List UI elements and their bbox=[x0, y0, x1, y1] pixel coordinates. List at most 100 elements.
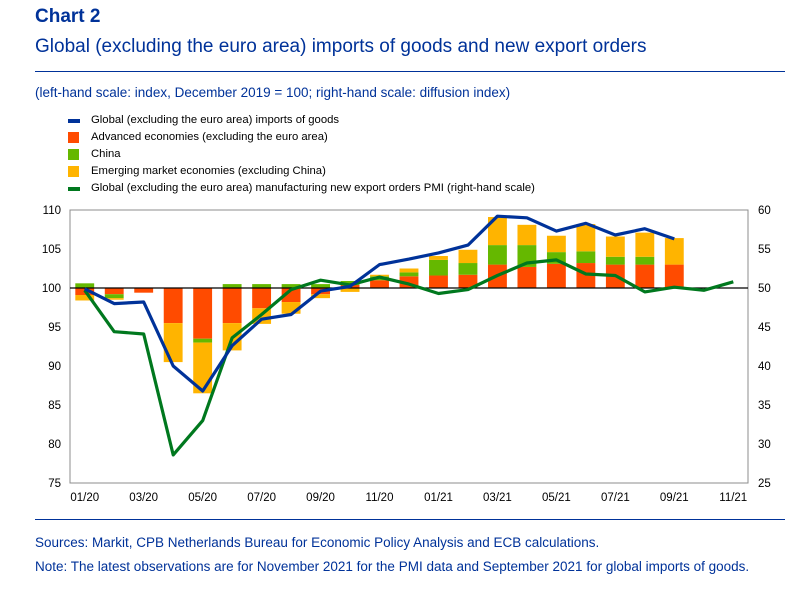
x-axis-tick-label: 11/21 bbox=[719, 492, 747, 504]
bar-advanced bbox=[163, 288, 183, 324]
x-axis-tick-label: 07/21 bbox=[601, 492, 630, 504]
bar-advanced bbox=[664, 264, 684, 288]
left-axis-tick-label: 100 bbox=[42, 283, 61, 295]
legend-item-advanced: Advanced economies (excluding the euro a… bbox=[68, 129, 535, 146]
bar-emerging bbox=[458, 249, 478, 264]
left-axis-tick-label: 110 bbox=[43, 205, 61, 217]
legend-item-global-imports: Global (excluding the euro area) imports… bbox=[68, 112, 535, 129]
title-rule bbox=[35, 71, 785, 72]
sources-note: Sources: Markit, CPB Netherlands Bureau … bbox=[35, 535, 600, 550]
bar-emerging bbox=[399, 268, 419, 273]
bar-china bbox=[340, 280, 360, 285]
left-axis-tick-label: 75 bbox=[48, 478, 61, 490]
legend-square-icon bbox=[68, 132, 79, 143]
legend-line-icon bbox=[68, 186, 80, 191]
bar-china bbox=[399, 272, 419, 277]
line-global-imports bbox=[83, 214, 675, 393]
left-axis-tick-label: 90 bbox=[48, 361, 61, 373]
x-axis-tick-label: 09/21 bbox=[660, 492, 689, 504]
bar-emerging bbox=[429, 256, 448, 260]
bar-emerging bbox=[281, 302, 301, 314]
legend-item-emerging: Emerging market economies (excluding Chi… bbox=[68, 163, 535, 180]
bar-emerging bbox=[340, 288, 360, 292]
bar-china bbox=[193, 338, 213, 343]
left-axis-tick-label: 95 bbox=[48, 322, 61, 334]
bar-advanced bbox=[134, 288, 154, 293]
bar-advanced bbox=[193, 288, 213, 339]
bar-emerging bbox=[664, 238, 684, 265]
right-axis-tick-label: 35 bbox=[758, 400, 771, 412]
bar-china bbox=[311, 284, 330, 288]
bar-advanced bbox=[429, 275, 448, 288]
chart-subtitle: (left-hand scale: index, December 2019 =… bbox=[35, 85, 511, 100]
legend-square-icon bbox=[68, 149, 79, 160]
legend-item-pmi: Global (excluding the euro area) manufac… bbox=[68, 180, 535, 197]
x-axis-tick-label: 09/20 bbox=[306, 492, 335, 504]
x-axis-tick-label: 05/21 bbox=[542, 492, 571, 504]
bar-emerging bbox=[605, 236, 625, 257]
chart-number: Chart 2 bbox=[35, 6, 101, 27]
right-axis-tick-label: 60 bbox=[758, 205, 771, 217]
x-axis-tick-label: 03/21 bbox=[483, 492, 512, 504]
bar-advanced bbox=[635, 264, 655, 288]
bar-emerging bbox=[311, 294, 330, 299]
bar-advanced bbox=[370, 280, 389, 288]
x-axis-tick-label: 01/21 bbox=[424, 492, 453, 504]
x-axis-tick-label: 05/20 bbox=[188, 492, 217, 504]
left-axis-tick-label: 85 bbox=[48, 400, 61, 412]
bar-emerging bbox=[104, 298, 124, 300]
right-axis-tick-label: 30 bbox=[758, 439, 771, 451]
bar-advanced bbox=[399, 276, 419, 288]
right-axis-tick-label: 55 bbox=[758, 244, 771, 256]
bar-emerging bbox=[517, 224, 537, 246]
left-axis-tick-label: 80 bbox=[48, 439, 61, 451]
bar-china bbox=[75, 283, 95, 288]
line-pmi-new-export-orders bbox=[83, 258, 734, 457]
legend-square-icon bbox=[68, 166, 79, 177]
bar-china bbox=[546, 252, 566, 264]
footer-rule bbox=[35, 519, 785, 520]
bar-china bbox=[222, 284, 242, 288]
bar-advanced bbox=[104, 288, 124, 295]
bar-china bbox=[281, 284, 301, 288]
bar-china bbox=[458, 263, 478, 275]
bar-china bbox=[429, 259, 448, 276]
x-axis-tick-label: 01/20 bbox=[70, 492, 99, 504]
bar-emerging bbox=[635, 232, 655, 257]
legend: Global (excluding the euro area) imports… bbox=[68, 112, 535, 197]
bar-emerging bbox=[488, 217, 507, 246]
footnote: Note: The latest observations are for No… bbox=[35, 559, 750, 574]
legend-label: Global (excluding the euro area) imports… bbox=[91, 114, 340, 126]
bar-emerging bbox=[75, 295, 95, 301]
bar-emerging bbox=[193, 342, 213, 394]
bar-advanced bbox=[252, 288, 272, 309]
right-axis-tick-label: 45 bbox=[758, 322, 771, 334]
chart-plot: 110 105 100 95 90 85 80 75 60 55 50 45 40 35 30 25 01/20… bbox=[42, 205, 771, 504]
legend-item-china: China bbox=[68, 146, 535, 163]
legend-label: Advanced economies (excluding the euro a… bbox=[91, 131, 328, 143]
x-axis-tick-label: 11/20 bbox=[366, 492, 394, 504]
right-axis-tick-label: 50 bbox=[758, 283, 771, 295]
bar-advanced bbox=[458, 274, 478, 288]
bar-china bbox=[488, 245, 507, 265]
bar-china bbox=[576, 251, 596, 264]
bar-china bbox=[605, 256, 625, 265]
bar-china bbox=[104, 294, 124, 299]
bar-emerging bbox=[163, 323, 183, 363]
bar-china bbox=[252, 284, 272, 288]
right-axis-tick-label: 25 bbox=[758, 478, 771, 490]
bar-emerging bbox=[576, 224, 596, 252]
bar-advanced bbox=[517, 266, 537, 288]
left-axis-tick-label: 105 bbox=[42, 244, 61, 256]
bar-advanced bbox=[222, 288, 242, 324]
chart-title: Global (excluding the euro area) imports… bbox=[35, 36, 647, 57]
x-axis-tick-label: 07/20 bbox=[247, 492, 276, 504]
x-axis-tick-label: 03/20 bbox=[129, 492, 158, 504]
legend-label: China bbox=[91, 148, 121, 160]
legend-line-icon bbox=[68, 118, 80, 123]
bar-emerging bbox=[546, 235, 566, 253]
legend-label: Global (excluding the euro area) manufac… bbox=[91, 182, 535, 194]
bar-china bbox=[635, 256, 655, 265]
legend-label: Emerging market economies (excluding Chi… bbox=[91, 165, 326, 177]
plot-border bbox=[69, 209, 749, 484]
